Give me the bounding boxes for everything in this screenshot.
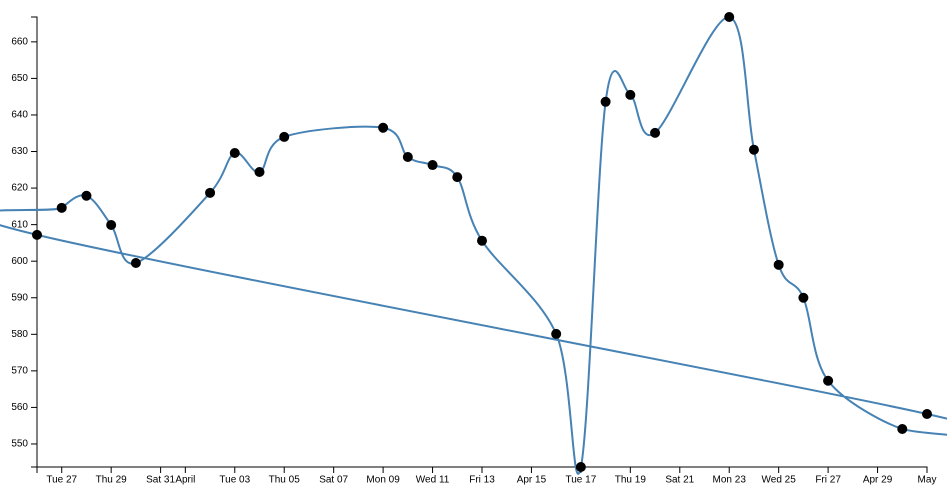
- x-tick-label: Sat 07: [319, 475, 348, 486]
- y-tick-label: 570: [11, 365, 28, 376]
- point: [378, 122, 389, 133]
- x-tick-label: Apr 15: [517, 475, 547, 486]
- point: [254, 166, 265, 177]
- x-tick-label: Thu 29: [96, 475, 128, 486]
- point: [823, 375, 834, 386]
- line: [0, 16, 947, 475]
- point: [130, 258, 141, 269]
- point: [81, 190, 92, 201]
- point: [922, 408, 932, 419]
- point: [229, 147, 240, 158]
- point: [575, 462, 586, 472]
- x-tick-label: Sat 31: [146, 475, 175, 486]
- x-tick-label: Wed 11: [416, 475, 450, 486]
- point: [106, 220, 117, 231]
- y-tick-label: 660: [11, 36, 28, 47]
- x-tick-label: Sat 21: [665, 475, 694, 486]
- x-tick-label: Mon 23: [713, 475, 747, 486]
- point: [427, 160, 438, 171]
- x-tick-label: Fri 27: [815, 475, 841, 486]
- x-tick-label: Apr 29: [863, 475, 893, 486]
- point: [32, 229, 42, 240]
- point: [897, 423, 908, 434]
- y-tick-label: 590: [11, 292, 28, 303]
- point: [477, 235, 487, 246]
- x-tick-label: Tue 03: [219, 475, 250, 486]
- point: [551, 328, 562, 339]
- x-tick-label: Fri 13: [469, 475, 495, 486]
- x-tick-label: Thu 19: [615, 475, 647, 486]
- point: [279, 131, 290, 142]
- y-tick-label: 580: [11, 329, 28, 340]
- y-tick-label: 610: [11, 219, 28, 230]
- point: [56, 202, 67, 213]
- y-tick-label: 650: [11, 73, 28, 84]
- x-tick-label: Wed 25: [762, 475, 797, 486]
- point: [600, 96, 611, 107]
- y-axis-line: [31, 16, 38, 468]
- x-tick-label: Thu 05: [269, 475, 301, 486]
- point: [798, 292, 809, 303]
- y-tick-label: 630: [11, 146, 28, 157]
- y-tick-label: 550: [11, 439, 28, 450]
- y-tick-label: 620: [11, 183, 28, 194]
- point: [452, 172, 463, 183]
- point: [205, 187, 216, 198]
- point: [402, 152, 413, 163]
- y-tick-label: 600: [11, 256, 28, 267]
- point: [773, 259, 784, 270]
- x-tick-label: April: [175, 475, 195, 486]
- x-tick-label: Tue 27: [46, 475, 77, 486]
- x-tick-label: Mon 09: [366, 475, 400, 486]
- point: [748, 144, 759, 155]
- x-tick-label: Tue 17: [566, 475, 597, 486]
- y-tick-label: 560: [11, 402, 28, 413]
- x-tick-label: May: [918, 475, 937, 486]
- point: [625, 89, 636, 100]
- point: [724, 12, 735, 22]
- point: [650, 127, 661, 138]
- y-tick-label: 640: [11, 110, 28, 121]
